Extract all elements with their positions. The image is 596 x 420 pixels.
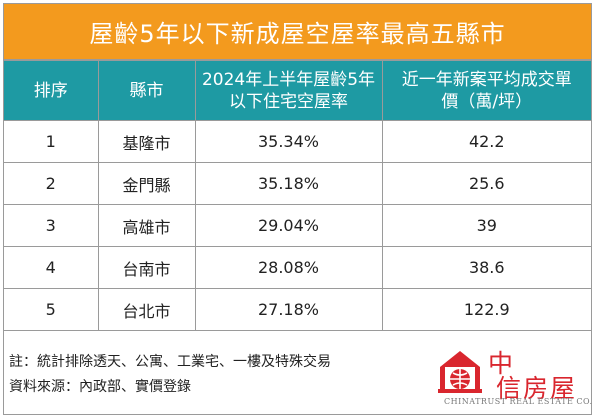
cell-vacancy: 35.34% xyxy=(194,120,383,163)
cell-county: 台北市 xyxy=(97,288,196,331)
logo-name-line2: 信房屋 xyxy=(496,374,578,403)
table-row: 3 高雄市 29.04% 39 xyxy=(4,204,591,247)
logo-wordmark: 中 信房屋 xyxy=(488,351,577,401)
header-vacancy: 2024年上半年屋齡5年 以下住宅空屋率 xyxy=(194,60,383,121)
header-price-line1: 近一年新案平均成交單 xyxy=(401,69,572,90)
cell-rank: 2 xyxy=(4,162,99,205)
cell-vacancy: 27.18% xyxy=(194,288,383,331)
cell-vacancy: 28.08% xyxy=(194,246,383,289)
table-row: 5 台北市 27.18% 122.9 xyxy=(4,288,591,331)
chinatrust-logo: 中 信房屋 CHINATRUST REAL ESTATE CO. xyxy=(436,347,592,409)
cell-price: 42.2 xyxy=(381,120,591,163)
exclusion-note: 註：統計排除透天、公寓、工業宅、一樓及特殊交易 xyxy=(9,354,331,370)
logo-name-line1: 中 xyxy=(488,349,516,378)
cell-rank: 5 xyxy=(4,288,99,331)
table-frame: 屋齡5年以下新成屋空屋率最高五縣市 排序 縣市 2024年上半年屋齡5年 以下住… xyxy=(3,3,592,415)
header-row: 排序 縣市 2024年上半年屋齡5年 以下住宅空屋率 近一年新案平均成交單 價（… xyxy=(4,60,591,121)
cell-rank: 4 xyxy=(4,246,99,289)
cell-price: 39 xyxy=(381,204,591,247)
header-vacancy-line2: 以下住宅空屋率 xyxy=(229,91,348,112)
cell-price: 122.9 xyxy=(381,288,591,331)
cell-price: 25.6 xyxy=(381,162,591,205)
cell-county: 金門縣 xyxy=(97,162,196,205)
logo-subtitle: CHINATRUST REAL ESTATE CO. xyxy=(444,397,593,406)
header-price: 近一年新案平均成交單 價（萬/坪） xyxy=(381,60,591,121)
data-source: 資料來源：內政部、實價登錄 xyxy=(9,379,191,395)
table-row: 2 金門縣 35.18% 25.6 xyxy=(4,162,591,205)
header-vacancy-line1: 2024年上半年屋齡5年 xyxy=(201,69,376,90)
cell-price: 38.6 xyxy=(381,246,591,289)
table-footer: 註：統計排除透天、公寓、工業宅、一樓及特殊交易 資料來源：內政部、實價登錄 中 … xyxy=(4,339,592,414)
cell-rank: 3 xyxy=(4,204,99,247)
header-price-line2: 價（萬/坪） xyxy=(441,91,533,112)
table-row: 1 基隆市 35.34% 42.2 xyxy=(4,120,591,163)
vacancy-table: 排序 縣市 2024年上半年屋齡5年 以下住宅空屋率 近一年新案平均成交單 價（… xyxy=(4,60,591,331)
cell-vacancy: 35.18% xyxy=(194,162,383,205)
cell-county: 高雄市 xyxy=(97,204,196,247)
table-row: 4 台南市 28.08% 38.6 xyxy=(4,246,591,289)
cell-vacancy: 29.04% xyxy=(194,204,383,247)
header-rank: 排序 xyxy=(4,60,99,121)
table-title: 屋齡5年以下新成屋空屋率最高五縣市 xyxy=(4,4,591,60)
house-globe-icon xyxy=(438,351,482,393)
cell-county: 基隆市 xyxy=(97,120,196,163)
header-county: 縣市 xyxy=(97,60,196,121)
cell-rank: 1 xyxy=(4,120,99,163)
cell-county: 台南市 xyxy=(97,246,196,289)
